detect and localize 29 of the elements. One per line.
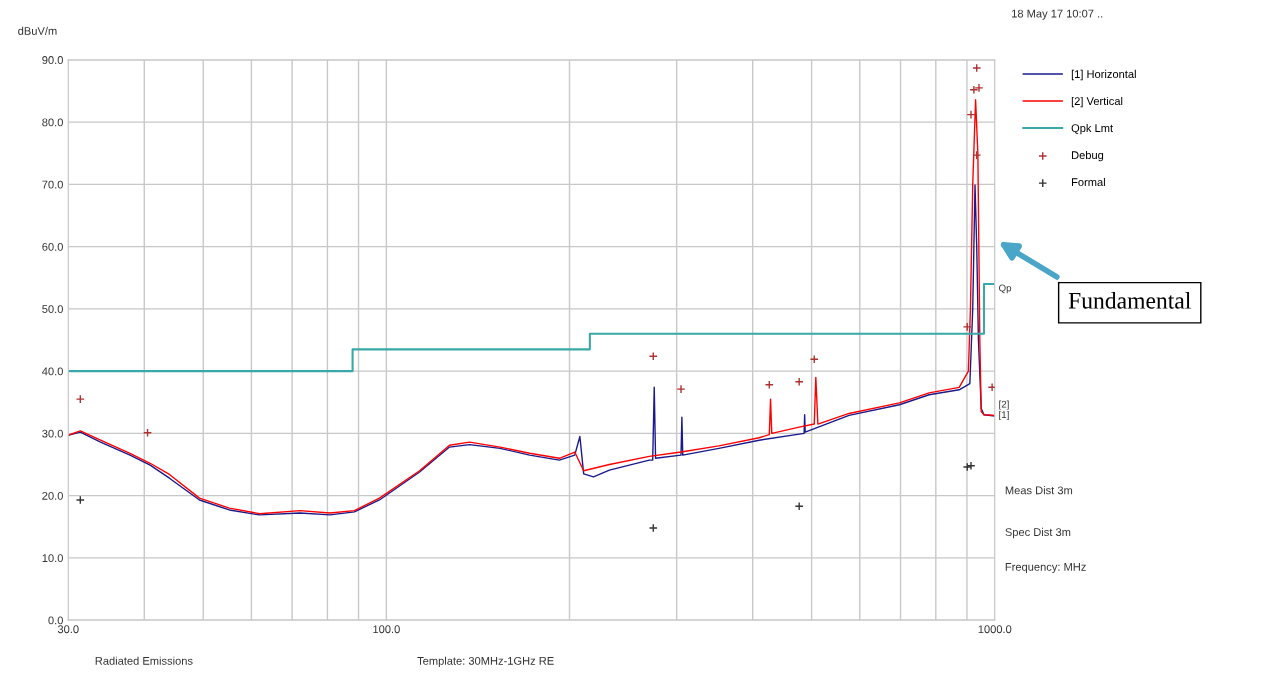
y-tick-label: 70.0 bbox=[42, 180, 63, 189]
y-tick-label: 10.0 bbox=[42, 554, 63, 563]
legend-label: Qpk Lmt bbox=[1071, 123, 1113, 135]
y-tick-label: 30.0 bbox=[42, 429, 63, 438]
x-tick-label: 1000.0 bbox=[978, 625, 1012, 634]
text: [1] bbox=[999, 410, 1009, 421]
y-tick-label: 40.0 bbox=[42, 367, 63, 376]
text: Fundamental bbox=[1068, 292, 1191, 309]
x-axis-title: Frequency: MHz bbox=[1005, 563, 1086, 574]
y-axis-title: dBuV/m bbox=[18, 26, 57, 35]
y-tick-label: 20.0 bbox=[42, 491, 63, 500]
legend-label: Formal bbox=[1071, 177, 1105, 187]
text: Qp bbox=[999, 284, 1012, 294]
legend-label: [1] Horizontal bbox=[1071, 69, 1136, 81]
legend-label: Debug bbox=[1071, 150, 1104, 162]
y-tick-label: 90.0 bbox=[42, 56, 63, 64]
y-tick-label: 80.0 bbox=[42, 118, 63, 127]
x-tick-label: 100.0 bbox=[373, 625, 400, 634]
legend-label: [2] Vertical bbox=[1071, 96, 1123, 108]
text: 18 May 17 10:07 .. bbox=[1012, 9, 1103, 20]
x-tick-label: 30.0 bbox=[57, 625, 79, 634]
text: [2] bbox=[999, 400, 1009, 410]
text: Spec Dist 3m bbox=[1005, 527, 1071, 539]
text: Template: 30MHz-1GHz RE bbox=[417, 656, 554, 667]
y-tick-label: 60.0 bbox=[42, 242, 63, 251]
y-tick-label: 0.0 bbox=[48, 616, 63, 625]
y-tick-label: 50.0 bbox=[42, 305, 63, 313]
text: Meas Dist 3m bbox=[1005, 486, 1073, 495]
text: Radiated Emissions bbox=[95, 656, 193, 665]
